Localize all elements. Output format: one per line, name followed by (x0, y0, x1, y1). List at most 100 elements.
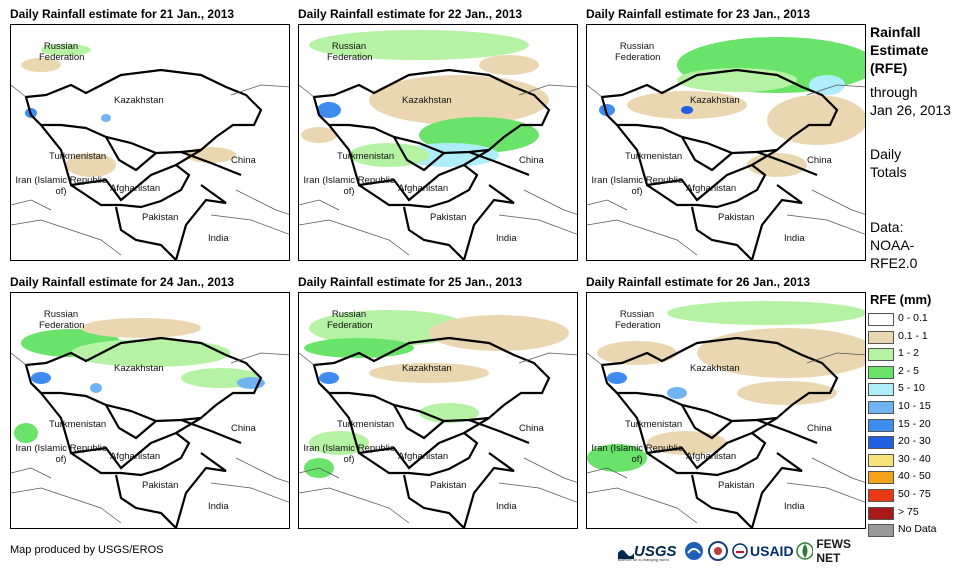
legend-label: 10 - 15 (898, 400, 931, 412)
rainfall-map (11, 318, 289, 528)
label-india: India (784, 233, 805, 244)
fewsnet-logo: FEWS NET (796, 537, 876, 565)
legend-item: 5 - 10 (868, 381, 963, 397)
label-turkmenistan: Turkmenistan (625, 151, 683, 162)
legend-label: 2 - 5 (898, 364, 920, 377)
fewsnet-wordmark: FEWS NET (816, 537, 851, 565)
label-china: China (519, 423, 544, 434)
label-kazakhstan: Kazakhstan (114, 363, 164, 374)
legend-item: 20 - 30 (868, 434, 963, 450)
legend-label: 20 - 30 (898, 435, 931, 448)
panel-title: Daily Rainfall estimate for 22 Jan., 201… (298, 7, 523, 21)
noaa-logo (684, 538, 706, 564)
label-kazakhstan: Kazakhstan (690, 95, 740, 106)
legend-item: 2 - 5 (868, 364, 963, 380)
label-iran: Iran (Islamic Republic of) (15, 175, 107, 197)
label-kazakhstan: Kazakhstan (690, 363, 740, 374)
map-view: Russian Federation Kazakhstan Turkmenist… (10, 292, 290, 529)
label-russia: Russian Federation (615, 309, 661, 331)
label-afghanistan: Afghanistan (110, 183, 161, 194)
rainfall-overlay (14, 318, 265, 443)
label-pakistan: Pakistan (430, 480, 467, 491)
usgs-tagline: science for a changing world (618, 557, 669, 562)
end-date: Jan 26, 2013 (870, 102, 951, 118)
legend-item: > 75 (868, 505, 963, 521)
legend-item: 50 - 75 (868, 487, 963, 503)
legend-swatch (868, 365, 894, 379)
legend-swatch (868, 418, 894, 432)
secondary-borders (299, 352, 577, 524)
rainfall-map (587, 301, 865, 528)
label-iran: Iran (Islamic Republic of) (591, 443, 683, 465)
country-borders (24, 336, 263, 528)
usaid-logo: USAID (732, 538, 796, 564)
secondary-borders (587, 352, 865, 524)
secondary-borders (299, 84, 577, 256)
label-russia: Russian Federation (327, 41, 373, 63)
rfe-heading: Rainfall Estimate (RFE) (870, 24, 929, 76)
legend-swatch (868, 330, 894, 344)
panel-title: Daily Rainfall estimate for 26 Jan., 201… (586, 275, 811, 289)
noaa-emblem-icon (685, 542, 703, 560)
map-view: Russian Federation Kazakhstan Turkmenist… (10, 24, 290, 261)
label-india: India (496, 233, 517, 244)
legend-swatch (868, 383, 894, 397)
label-india: India (784, 501, 805, 512)
legend-label: No Data (898, 523, 937, 536)
legend-item: No Data (868, 522, 963, 538)
label-afghanistan: Afghanistan (110, 451, 161, 462)
through-label: through (870, 84, 918, 100)
legend-item: 0 - 0.1 (868, 311, 963, 327)
usaid-seal-icon (732, 543, 748, 559)
legend-label: 5 - 10 (898, 382, 925, 395)
label-turkmenistan: Turkmenistan (625, 419, 683, 430)
label-india: India (208, 501, 229, 512)
state-dept-logo (708, 538, 730, 564)
data-source: NOAA-RFE2.0 (870, 237, 918, 271)
label-pakistan: Pakistan (142, 212, 179, 223)
daily-totals: Daily Totals (870, 146, 907, 180)
label-pakistan: Pakistan (718, 480, 755, 491)
label-kazakhstan: Kazakhstan (402, 363, 452, 374)
legend-label: 1 - 2 (898, 347, 920, 360)
label-kazakhstan: Kazakhstan (114, 95, 164, 106)
label-china: China (231, 155, 256, 166)
legend-swatch (868, 313, 894, 326)
legend-title: RFE (mm) (870, 292, 932, 307)
legend-item: 30 - 40 (868, 452, 963, 468)
secondary-borders (11, 84, 289, 256)
legend-swatch (868, 506, 894, 520)
label-china: China (807, 423, 832, 434)
legend-label: 0 - 0.1 (898, 312, 928, 324)
rainfall-map (587, 37, 865, 260)
rainfall-overlay (304, 310, 569, 478)
legend-label: 15 - 20 (898, 417, 931, 430)
country-borders (600, 68, 839, 260)
rainfall-map (299, 310, 577, 528)
usaid-wordmark: USAID (750, 543, 794, 559)
legend-label: 0.1 - 1 (898, 329, 928, 342)
label-india: India (496, 501, 517, 512)
label-russia: Russian Federation (39, 309, 85, 331)
label-turkmenistan: Turkmenistan (337, 419, 395, 430)
country-borders (24, 68, 263, 260)
map-view: Russian Federation Kazakhstan Turkmenist… (586, 292, 866, 529)
label-turkmenistan: Turkmenistan (337, 151, 395, 162)
legend-item: 0.1 - 1 (868, 329, 963, 345)
label-india: India (208, 233, 229, 244)
map-view: Russian Federation Kazakhstan Turkmenist… (298, 24, 578, 261)
country-borders (312, 68, 551, 260)
map-view: Russian Federation Kazakhstan Turkmenist… (298, 292, 578, 529)
legend-swatch (868, 524, 894, 538)
label-pakistan: Pakistan (142, 480, 179, 491)
legend-label: 40 - 50 (898, 470, 931, 483)
panel-title: Daily Rainfall estimate for 25 Jan., 201… (298, 275, 523, 289)
legend-swatch (868, 471, 894, 485)
legend-swatch (868, 453, 894, 467)
label-russia: Russian Federation (327, 309, 373, 331)
label-afghanistan: Afghanistan (686, 451, 737, 462)
secondary-borders (587, 84, 865, 256)
fewsnet-globe-icon (796, 542, 814, 560)
country-borders (312, 336, 551, 528)
label-china: China (519, 155, 544, 166)
